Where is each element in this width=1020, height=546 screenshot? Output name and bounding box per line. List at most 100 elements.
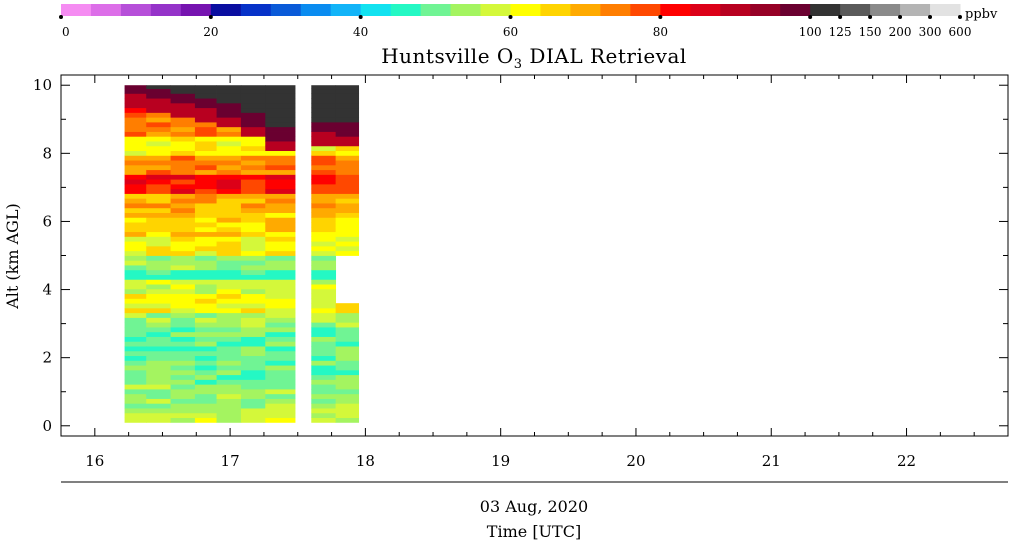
colorbar-tick <box>958 15 962 19</box>
heatmap-cell <box>216 188 242 194</box>
heatmap-cell <box>240 398 266 404</box>
heatmap-cell <box>311 212 337 218</box>
heatmap-cell <box>170 107 196 113</box>
heatmap-cell <box>216 355 242 361</box>
heatmap-cell <box>170 193 196 199</box>
heatmap-cell <box>335 341 360 347</box>
heatmap-cell <box>124 322 147 328</box>
heatmap-cell <box>194 198 217 204</box>
heatmap-cell <box>124 303 147 309</box>
heatmap-cell <box>170 346 196 352</box>
heatmap-cell <box>170 150 196 156</box>
heatmap-cell <box>265 346 296 352</box>
heatmap-cell <box>311 145 337 152</box>
heatmap-cell <box>194 393 217 399</box>
heatmap-cell <box>124 327 147 333</box>
heatmap-cell <box>146 250 171 256</box>
heatmap-cell <box>170 312 196 318</box>
heatmap-cell <box>146 274 171 280</box>
heatmap-cell <box>170 226 196 233</box>
heatmap-cell <box>240 121 266 128</box>
heatmap-cell <box>240 183 266 190</box>
heatmap-cell <box>240 317 266 323</box>
heatmap-cell <box>170 231 196 237</box>
heatmap-cell <box>194 245 217 252</box>
heatmap-cell <box>240 131 266 137</box>
heatmap-cell <box>240 350 266 357</box>
colorbar-tick-label: 0 <box>62 25 70 39</box>
heatmap-cell <box>216 365 242 371</box>
heatmap-cell <box>240 307 266 314</box>
colorbar-swatch <box>450 4 482 16</box>
heatmap-cell <box>216 155 242 161</box>
heatmap-cell <box>265 374 296 380</box>
y-axis-label: Alt (km AGL) <box>3 203 22 310</box>
heatmap-cell <box>124 107 147 113</box>
heatmap-cell <box>170 88 196 94</box>
heatmap-cell <box>146 188 171 194</box>
x-tick-label: 16 <box>85 452 104 470</box>
heatmap-cell <box>124 379 147 385</box>
heatmap-cell <box>265 98 296 104</box>
heatmap-cell <box>240 312 266 318</box>
heatmap-cell <box>311 179 337 185</box>
heatmap-cell <box>240 284 266 290</box>
heatmap-cell <box>265 369 296 376</box>
heatmap-cell <box>194 379 217 385</box>
colorbar-tick-label: 40 <box>353 25 368 39</box>
heatmap-cell <box>311 322 337 328</box>
heatmap-cell <box>240 217 266 223</box>
heatmap-cell <box>216 322 242 328</box>
heatmap-cell <box>311 269 337 275</box>
heatmap-cell <box>311 331 337 337</box>
heatmap-cell <box>124 260 147 266</box>
heatmap-cell <box>311 226 337 233</box>
heatmap-cell <box>146 293 171 299</box>
colorbar-tick <box>928 15 933 19</box>
heatmap-cell <box>240 331 266 337</box>
heatmap-cell <box>124 284 147 290</box>
heatmap-cell <box>124 346 147 352</box>
heatmap-cell <box>265 245 296 252</box>
heatmap-cell <box>170 307 196 314</box>
heatmap-cell <box>124 164 147 171</box>
heatmap-cell <box>240 93 266 99</box>
heatmap-cell <box>216 288 242 295</box>
x-tick-label: 20 <box>626 452 645 470</box>
heatmap-cell <box>194 131 217 137</box>
heatmap-cell <box>170 136 196 142</box>
heatmap-cell <box>146 284 171 290</box>
heatmap-cell <box>216 203 242 209</box>
heatmap-cell <box>194 121 217 128</box>
heatmap-cell <box>335 360 360 366</box>
heatmap-cell <box>194 269 217 275</box>
heatmap-cell <box>335 150 360 156</box>
heatmap-cell <box>170 241 196 247</box>
heatmap-cell <box>124 245 147 252</box>
heatmap-cell <box>265 250 296 256</box>
heatmap-cell <box>265 188 296 194</box>
heatmap-cell <box>311 365 337 371</box>
x-axis-label: Time [UTC] <box>487 522 581 541</box>
colorbar-swatch <box>210 4 242 16</box>
x-tick-label: 18 <box>356 452 375 470</box>
heatmap-cell <box>240 417 266 423</box>
heatmap-cell <box>335 365 360 371</box>
heatmap-cell <box>311 393 337 399</box>
heatmap-cell <box>311 141 337 147</box>
heatmap-cell <box>265 403 296 409</box>
heatmap-cell <box>311 222 337 228</box>
heatmap-cell <box>170 322 196 328</box>
heatmap-cell <box>311 298 337 304</box>
y-tick-label: 8 <box>42 144 52 162</box>
heatmap-cell <box>335 141 360 147</box>
heatmap-cell <box>194 150 217 156</box>
heatmap-cell <box>194 155 217 161</box>
heatmap-cell <box>146 93 171 99</box>
heatmap-cell <box>124 355 147 361</box>
heatmap-cell <box>265 393 296 399</box>
colorbar-ticks: 0 20 40 60 80 100 125 150 200 300 600 <box>59 15 971 39</box>
heatmap-cell <box>311 117 337 123</box>
heatmap-cell <box>194 346 217 352</box>
heatmap-cell <box>240 207 266 213</box>
